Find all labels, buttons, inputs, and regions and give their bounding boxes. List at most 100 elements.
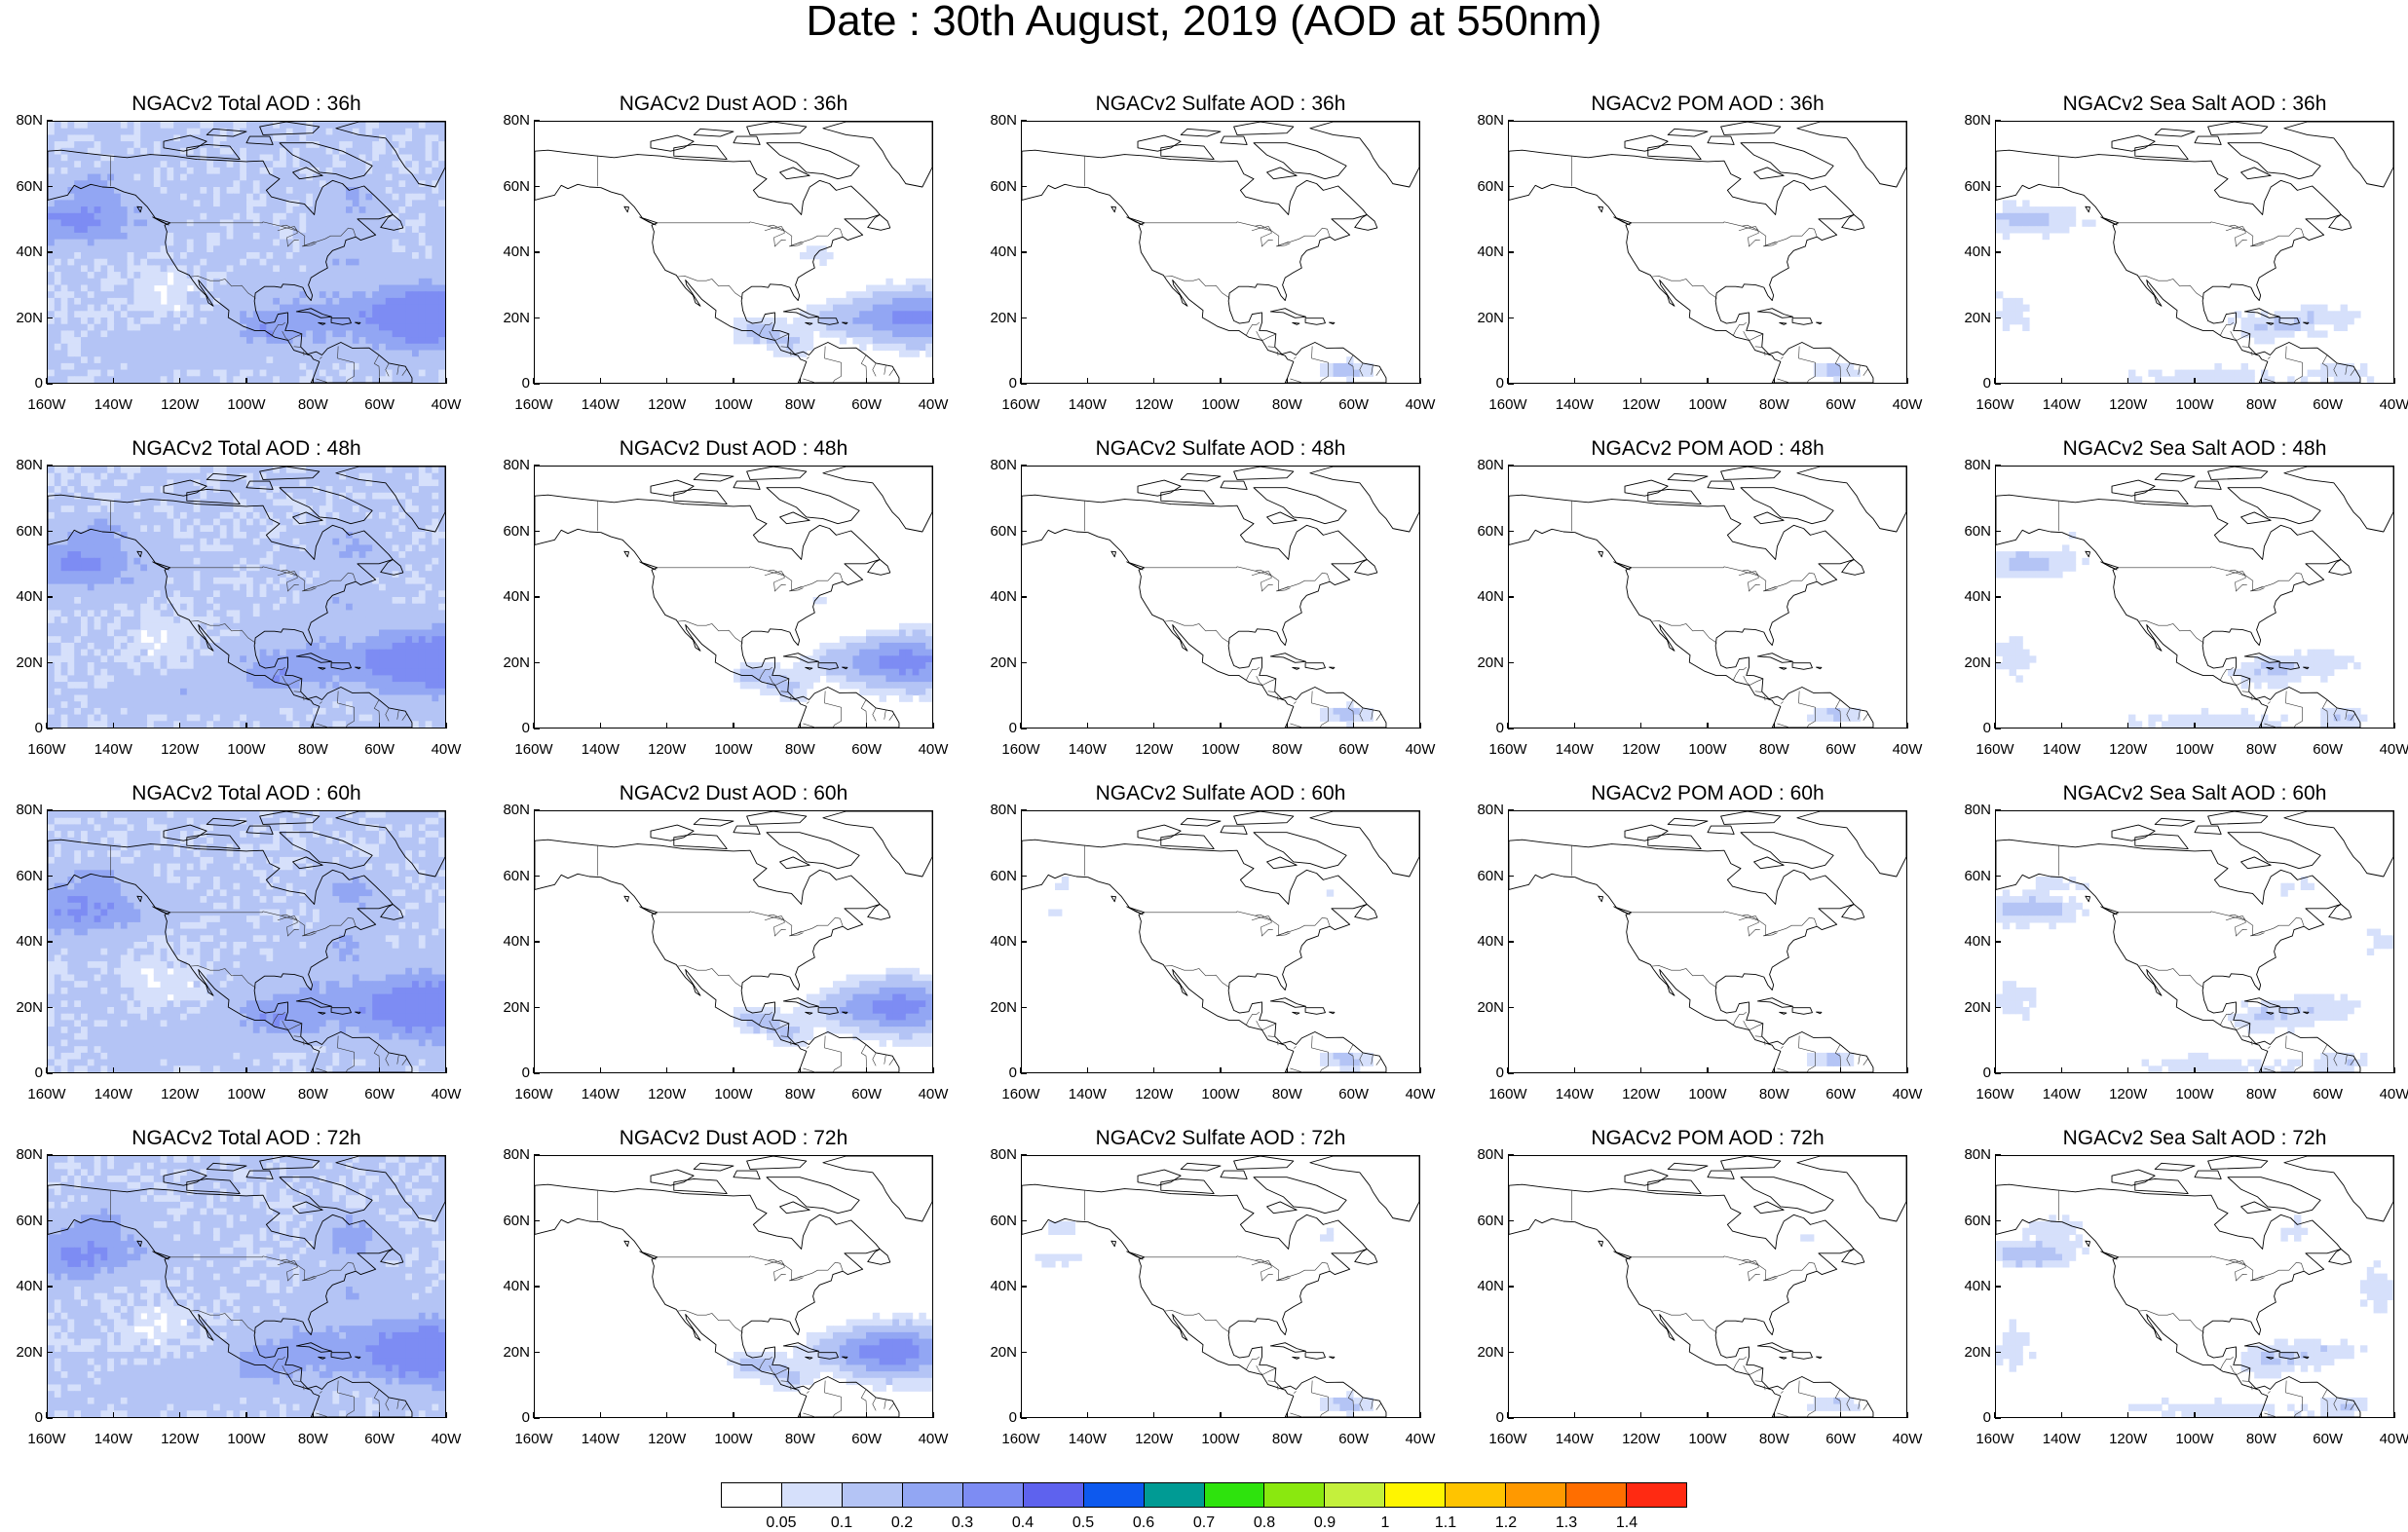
aod-cell — [67, 122, 74, 129]
aod-cell — [2003, 226, 2010, 233]
aod-cell — [326, 161, 333, 168]
aod-cell — [398, 584, 405, 591]
aod-cell — [147, 617, 154, 623]
aod-cell — [55, 363, 61, 370]
aod-cell — [61, 539, 68, 545]
aod-cell — [386, 187, 393, 194]
aod-cell — [273, 168, 280, 174]
lat-tick — [1021, 120, 1027, 121]
aod-cell — [286, 610, 293, 617]
aod-cell — [426, 233, 433, 240]
aod-cell — [2181, 376, 2188, 383]
aod-cell — [892, 344, 899, 351]
aod-cell — [293, 245, 300, 252]
aod-cell — [885, 298, 892, 305]
aod-cell — [286, 213, 293, 220]
aod-cell — [88, 519, 94, 526]
aod-cell — [306, 180, 313, 187]
aod-cell — [419, 650, 426, 656]
aod-cell — [48, 584, 55, 591]
aod-cell — [128, 206, 134, 213]
aod-cell — [187, 650, 194, 656]
aod-cell — [240, 500, 246, 506]
aod-cell — [253, 226, 260, 233]
aod-cell — [100, 252, 107, 259]
aod-cell — [154, 650, 161, 656]
aod-cell — [299, 180, 306, 187]
lat-label: 20N — [974, 311, 1017, 326]
aod-cell — [2241, 370, 2248, 377]
aod-cell — [412, 129, 419, 135]
aod-cell — [94, 161, 101, 168]
aod-cell — [925, 291, 932, 298]
aod-cell — [74, 558, 81, 565]
aod-cell — [365, 376, 372, 383]
aod-cell — [386, 519, 393, 526]
aod-cell — [359, 285, 366, 292]
aod-cell — [147, 584, 154, 591]
aod-cell — [240, 597, 246, 604]
aod-cell — [200, 558, 207, 565]
aod-cell — [906, 298, 913, 305]
aod-cell — [432, 259, 438, 266]
aod-cell — [233, 272, 240, 279]
aod-cell — [386, 604, 393, 611]
aod-cell — [379, 571, 386, 578]
aod-cell — [873, 305, 880, 312]
aod-cell — [121, 180, 128, 187]
aod-cell — [260, 623, 267, 630]
aod-cell — [306, 512, 313, 519]
aod-cell — [200, 376, 207, 383]
aod-cell — [207, 180, 213, 187]
aod-cell — [365, 623, 372, 630]
aod-cell — [227, 597, 234, 604]
aod-cell — [398, 272, 405, 279]
aod-cell — [121, 473, 128, 480]
aod-cell — [326, 356, 333, 363]
aod-cell — [438, 318, 445, 324]
aod-cell — [167, 324, 173, 331]
aod-cell — [213, 311, 220, 318]
aod-cell — [326, 544, 333, 551]
aod-cell — [313, 650, 320, 656]
aod-cell — [61, 252, 68, 259]
aod-cell — [386, 643, 393, 650]
aod-cell — [154, 505, 161, 512]
aod-cell — [187, 376, 194, 383]
aod-cell — [332, 578, 339, 584]
aod-cell — [393, 617, 399, 623]
aod-cell — [94, 311, 101, 318]
aod-cell — [286, 134, 293, 141]
lon-tick — [1287, 378, 1288, 384]
aod-cell — [332, 330, 339, 337]
aod-cell — [200, 539, 207, 545]
aod-cell — [2049, 226, 2055, 233]
aod-cell — [1840, 363, 1847, 370]
aod-cell — [260, 279, 267, 285]
aod-cell — [140, 590, 147, 597]
aod-cell — [67, 240, 74, 246]
aod-cell — [372, 298, 379, 305]
aod-cell — [386, 259, 393, 266]
aod-cell — [339, 505, 346, 512]
aod-cell — [386, 245, 393, 252]
aod-cell — [140, 604, 147, 611]
aod-cell — [74, 610, 81, 617]
aod-cell — [213, 161, 220, 168]
aod-cell — [114, 134, 121, 141]
aod-cell — [67, 200, 74, 206]
aod-cell — [273, 305, 280, 312]
aod-cell — [432, 539, 438, 545]
aod-cell — [346, 161, 353, 168]
aod-cell — [412, 134, 419, 141]
aod-cell — [2280, 311, 2287, 318]
aod-cell — [61, 305, 68, 312]
aod-cell — [280, 180, 286, 187]
aod-cell — [55, 168, 61, 174]
aod-cell — [412, 500, 419, 506]
aod-cell — [266, 610, 273, 617]
aod-cell — [405, 285, 412, 292]
aod-cell — [213, 363, 220, 370]
aod-cell — [180, 479, 187, 486]
aod-cell — [94, 213, 101, 220]
